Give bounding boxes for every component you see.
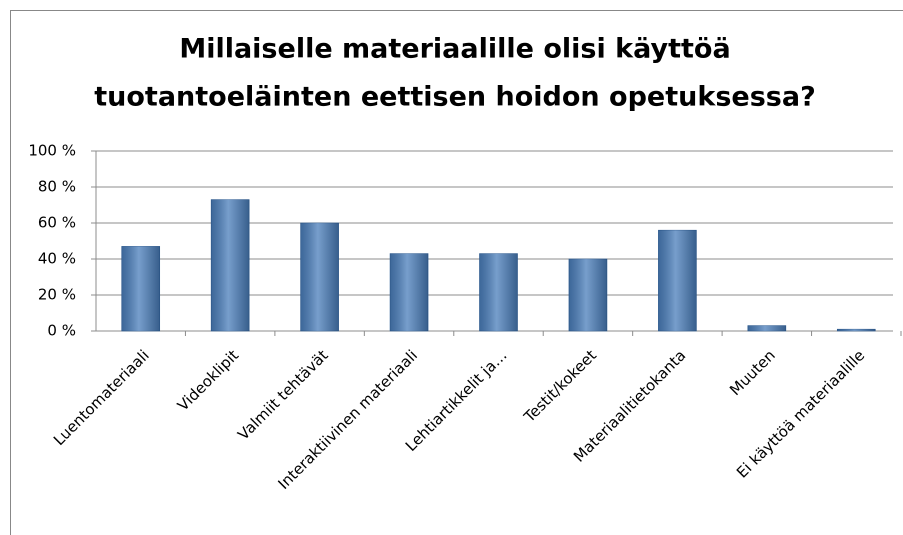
bar-shade — [658, 230, 697, 331]
bar-shade — [837, 329, 876, 331]
y-tick-label: 20 % — [38, 286, 76, 304]
bar-shade — [747, 325, 786, 331]
bar-shade — [390, 253, 429, 331]
bar-shade — [121, 246, 160, 331]
y-tick-label: 60 % — [38, 214, 76, 232]
chart-title: tuotantoeläinten eettisen hoidon opetuks… — [94, 82, 816, 113]
bar-shade — [479, 253, 518, 331]
y-tick-label: 40 % — [38, 250, 76, 268]
bar-shade — [211, 199, 250, 331]
y-tick-label: 100 % — [28, 142, 76, 160]
bar-shade — [300, 223, 339, 331]
chart-title: Millaiselle materiaalille olisi käyttöä — [179, 34, 730, 65]
y-tick-label: 80 % — [38, 178, 76, 196]
y-tick-label: 0 % — [47, 322, 76, 340]
bar-shade — [568, 259, 607, 331]
